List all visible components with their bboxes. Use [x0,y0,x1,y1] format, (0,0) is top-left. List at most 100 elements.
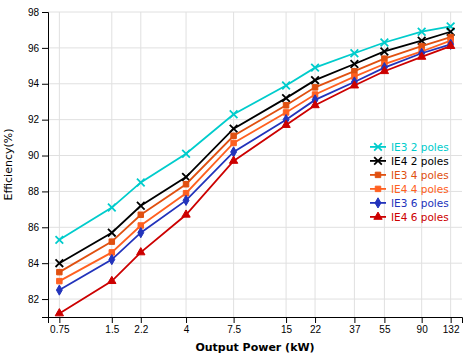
tick-label: 84 [28,258,40,269]
grid-line-x [354,12,355,317]
tick-label: 90 [417,324,429,335]
series-point [311,100,319,107]
series-point [109,239,114,244]
series-point [183,181,188,186]
legend-symbol [374,157,382,165]
series-point [382,56,387,61]
y-axis: 828486889092949698 [28,7,49,318]
legend-label: IE4 4 poles [391,183,449,195]
tick-label: 92 [28,114,40,125]
tick-label: 37 [349,324,361,335]
series-point [282,94,290,102]
tick-label: 98 [28,7,40,18]
grid-line-x [286,12,287,317]
series-point [57,278,62,283]
series-point [352,68,357,73]
grid-line-x [111,12,112,317]
tick-label: 55 [379,324,391,335]
tick-label: 82 [28,294,40,305]
legend-symbol [375,198,381,208]
series-point [418,52,426,59]
series-point [230,110,238,118]
tick-mark [42,12,48,13]
tick: 55 [379,317,391,335]
series-point [418,28,426,36]
series-point [56,285,62,295]
tick: 90 [417,317,429,335]
tick-label: 86 [28,222,40,233]
legend: IE3 2 poles IE4 2 poles IE3 4 poles IE4 4 p… [370,141,449,223]
tick: 37 [349,317,361,335]
legend-item: IE4 4 poles [370,183,449,195]
tick-label: 96 [28,43,40,54]
series-point [231,140,236,145]
plot: 0.751.52.247.515223755901328284868890929… [28,7,463,335]
grid-line-y [48,263,462,264]
tick-label: 1.5 [105,324,119,335]
series-line [59,41,450,281]
series-point [137,248,145,255]
tick: 82 [28,294,48,305]
series-line [59,26,450,240]
grid-line-y [48,83,462,84]
y-axis-title: Efficiency(%) [2,128,15,200]
tick-mark [42,263,48,264]
series-point [446,41,454,48]
tick: 86 [28,222,48,233]
tick: 4 [184,317,190,335]
x-axis: 0.75 1.5 2.2 4 7.5 15 22 37 55 90 132 [49,317,463,335]
tick: 0.75 [50,317,70,335]
tick-label: 15 [281,324,293,335]
grid-line-x [315,12,316,317]
tick: 132 [443,317,460,335]
series-point [230,125,238,133]
tick-mark [42,156,48,157]
tick: 2.2 [134,317,148,335]
legend-label: IE4 2 poles [391,155,449,167]
series-point [350,81,358,88]
legend-label: IE4 6 poles [391,211,449,223]
series-point [182,150,190,158]
series-point [311,64,319,72]
legend-label: IE3 6 poles [391,197,449,209]
tick: 15 [281,317,293,335]
series-point [109,254,115,264]
series-point [182,173,190,181]
tick: 96 [28,43,48,54]
series-point [282,120,290,127]
legend-item: IE3 4 poles [370,169,449,181]
series-point [283,103,288,108]
grid-line-x [186,12,187,317]
grid [48,12,462,317]
series-point [137,202,145,210]
series-line [59,37,450,272]
series-point [137,179,145,187]
tick-mark [234,317,235,323]
grid-line-x [233,12,234,317]
series-point [351,49,359,57]
series-line [59,32,450,263]
tick-label: 0.75 [50,324,70,335]
tick-mark [42,227,48,228]
series-point [282,82,290,90]
series-point [381,39,389,47]
series-point [108,204,116,212]
legend-label: IE3 4 poles [391,169,449,181]
tick: 1.5 [105,317,119,335]
tick-mark [112,317,113,323]
tick-label: 22 [310,324,322,335]
series-point [312,85,317,90]
legend-symbol [374,212,382,219]
tick-mark [384,317,385,323]
tick-mark [42,84,48,85]
series-point [56,259,64,267]
legend-symbol [375,186,380,191]
tick: 84 [28,258,48,269]
tick-label: 7.5 [227,324,241,335]
legend-item: IE4 6 poles [370,211,449,223]
x-axis-title: Output Power (kW) [195,341,314,354]
tick-mark [42,120,48,121]
legend-item: IE3 2 poles [370,141,449,153]
series-point [56,236,64,244]
legend-symbol [375,172,380,177]
